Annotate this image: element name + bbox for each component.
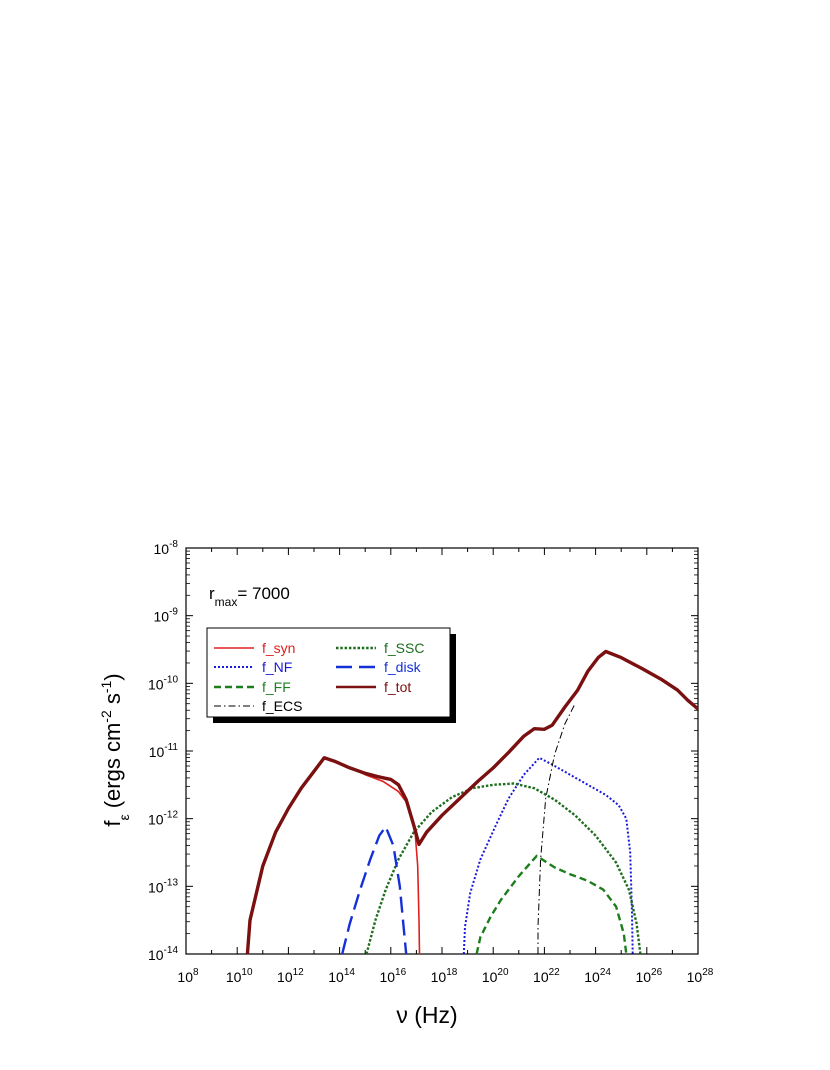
y-tick-label: 10-10 — [148, 674, 178, 692]
y-tick-base: 10 — [148, 879, 164, 895]
y-tick-base: 10 — [148, 947, 164, 963]
y-tick-exp: -9 — [169, 607, 178, 618]
y-axis-exp2: -1 — [98, 680, 114, 693]
y-tick-label: 10-8 — [154, 539, 179, 557]
x-tick-base: 10 — [431, 969, 447, 985]
legend-label-f-FF: f_FF — [262, 679, 291, 695]
major-ticks — [185, 547, 699, 955]
series-f-tot — [245, 649, 698, 954]
x-tick-label: 1016 — [379, 967, 406, 985]
x-tick-base: 10 — [328, 969, 344, 985]
y-tick-base: 10 — [149, 744, 165, 760]
y-tick-base: 10 — [148, 676, 164, 692]
x-tick-label: 1012 — [277, 967, 304, 985]
x-tick-label: 1022 — [533, 967, 560, 985]
x-tick-exp: 18 — [446, 967, 458, 978]
series-f-ECS — [537, 703, 576, 954]
y-axis-exp1: -2 — [98, 710, 114, 723]
x-tick-label: 1026 — [635, 967, 662, 985]
x-tick-exp: 22 — [549, 967, 561, 978]
y-tick-label: 10-9 — [154, 607, 179, 625]
y-tick-label: 10-14 — [148, 945, 178, 963]
y-axis-base: f — [100, 820, 125, 827]
y-axis-close: ) — [100, 673, 125, 680]
legend-label-f-NF: f_NF — [262, 659, 292, 675]
y-tick-base: 10 — [154, 609, 170, 625]
legend-entries: f_syn f_NF f_FF f_ECS f_SSC f_disk f_tot — [214, 640, 424, 714]
rmax-annotation: rmax= 7000 — [209, 584, 290, 609]
y-tick-exp: -11 — [164, 742, 178, 753]
y-tick-base: 10 — [154, 541, 170, 557]
x-tick-exp: 24 — [600, 967, 612, 978]
y-tick-exp: -13 — [164, 877, 179, 888]
x-tick-base: 10 — [379, 969, 395, 985]
rmax-value: = 7000 — [237, 584, 289, 603]
x-tick-exp: 20 — [497, 967, 509, 978]
y-tick-label: 10-11 — [149, 742, 179, 760]
x-tick-base: 10 — [687, 969, 703, 985]
y-tick-exp: -8 — [169, 539, 178, 550]
y-axis-mid: s — [100, 693, 125, 710]
legend-box — [206, 627, 451, 718]
x-tick-label: 1024 — [584, 967, 611, 985]
y-tick-exp: -14 — [164, 945, 179, 956]
legend-label-f-tot: f_tot — [384, 679, 411, 695]
x-tick-label: 108 — [177, 967, 199, 985]
x-tick-exp: 16 — [395, 967, 407, 978]
x-tick-base: 10 — [277, 969, 293, 985]
x-tick-exp: 26 — [651, 967, 663, 978]
x-tick-label: 1014 — [328, 967, 355, 985]
y-tick-exp: -10 — [164, 674, 179, 685]
x-tick-exp: 28 — [702, 967, 714, 978]
y-axis-sub: ε — [116, 814, 132, 820]
legend-label-f-disk: f_disk — [384, 659, 422, 675]
x-tick-exp: 8 — [193, 967, 199, 978]
x-tick-label: 1018 — [431, 967, 458, 985]
x-tick-exp: 14 — [344, 967, 356, 978]
series-f-disk — [341, 825, 408, 954]
series-f-syn — [246, 757, 421, 954]
minor-ticks — [186, 548, 698, 954]
x-tick-label: 1010 — [226, 967, 253, 985]
x-tick-labels: 108 1010 1012 1014 1016 1018 1020 1022 1024 1026 1… — [177, 967, 713, 985]
rmax-sub: max — [215, 595, 238, 609]
y-tick-base: 10 — [148, 812, 164, 828]
x-tick-base: 10 — [533, 969, 549, 985]
y-tick-exp: -12 — [164, 810, 179, 821]
y-axis-title: fε (ergs cm-2 s-1) — [98, 673, 132, 826]
x-tick-base: 10 — [177, 969, 193, 985]
legend-label-f-ECS: f_ECS — [262, 698, 302, 714]
x-tick-base: 10 — [635, 969, 651, 985]
x-tick-exp: 10 — [241, 967, 253, 978]
legend-label-f-SSC: f_SSC — [384, 640, 424, 656]
x-tick-exp: 12 — [293, 967, 305, 978]
legend-label-f-syn: f_syn — [262, 640, 295, 656]
y-axis-units: (ergs cm — [100, 723, 125, 809]
plot-frame — [185, 547, 699, 955]
rmax-base: r — [209, 584, 215, 603]
x-tick-base: 10 — [482, 969, 498, 985]
series-f-NF — [462, 756, 634, 954]
x-axis-title: ν (Hz) — [396, 1002, 457, 1028]
y-tick-label: 10-12 — [148, 810, 178, 828]
x-tick-label: 1028 — [687, 967, 714, 985]
x-tick-base: 10 — [226, 969, 242, 985]
x-tick-base: 10 — [584, 969, 600, 985]
y-tick-label: 10-13 — [148, 877, 178, 895]
legend: f_syn f_NF f_FF f_ECS f_SSC f_disk f_tot — [206, 627, 456, 723]
x-tick-label: 1020 — [482, 967, 509, 985]
series-group — [245, 649, 698, 954]
series-f-FF — [475, 854, 628, 954]
